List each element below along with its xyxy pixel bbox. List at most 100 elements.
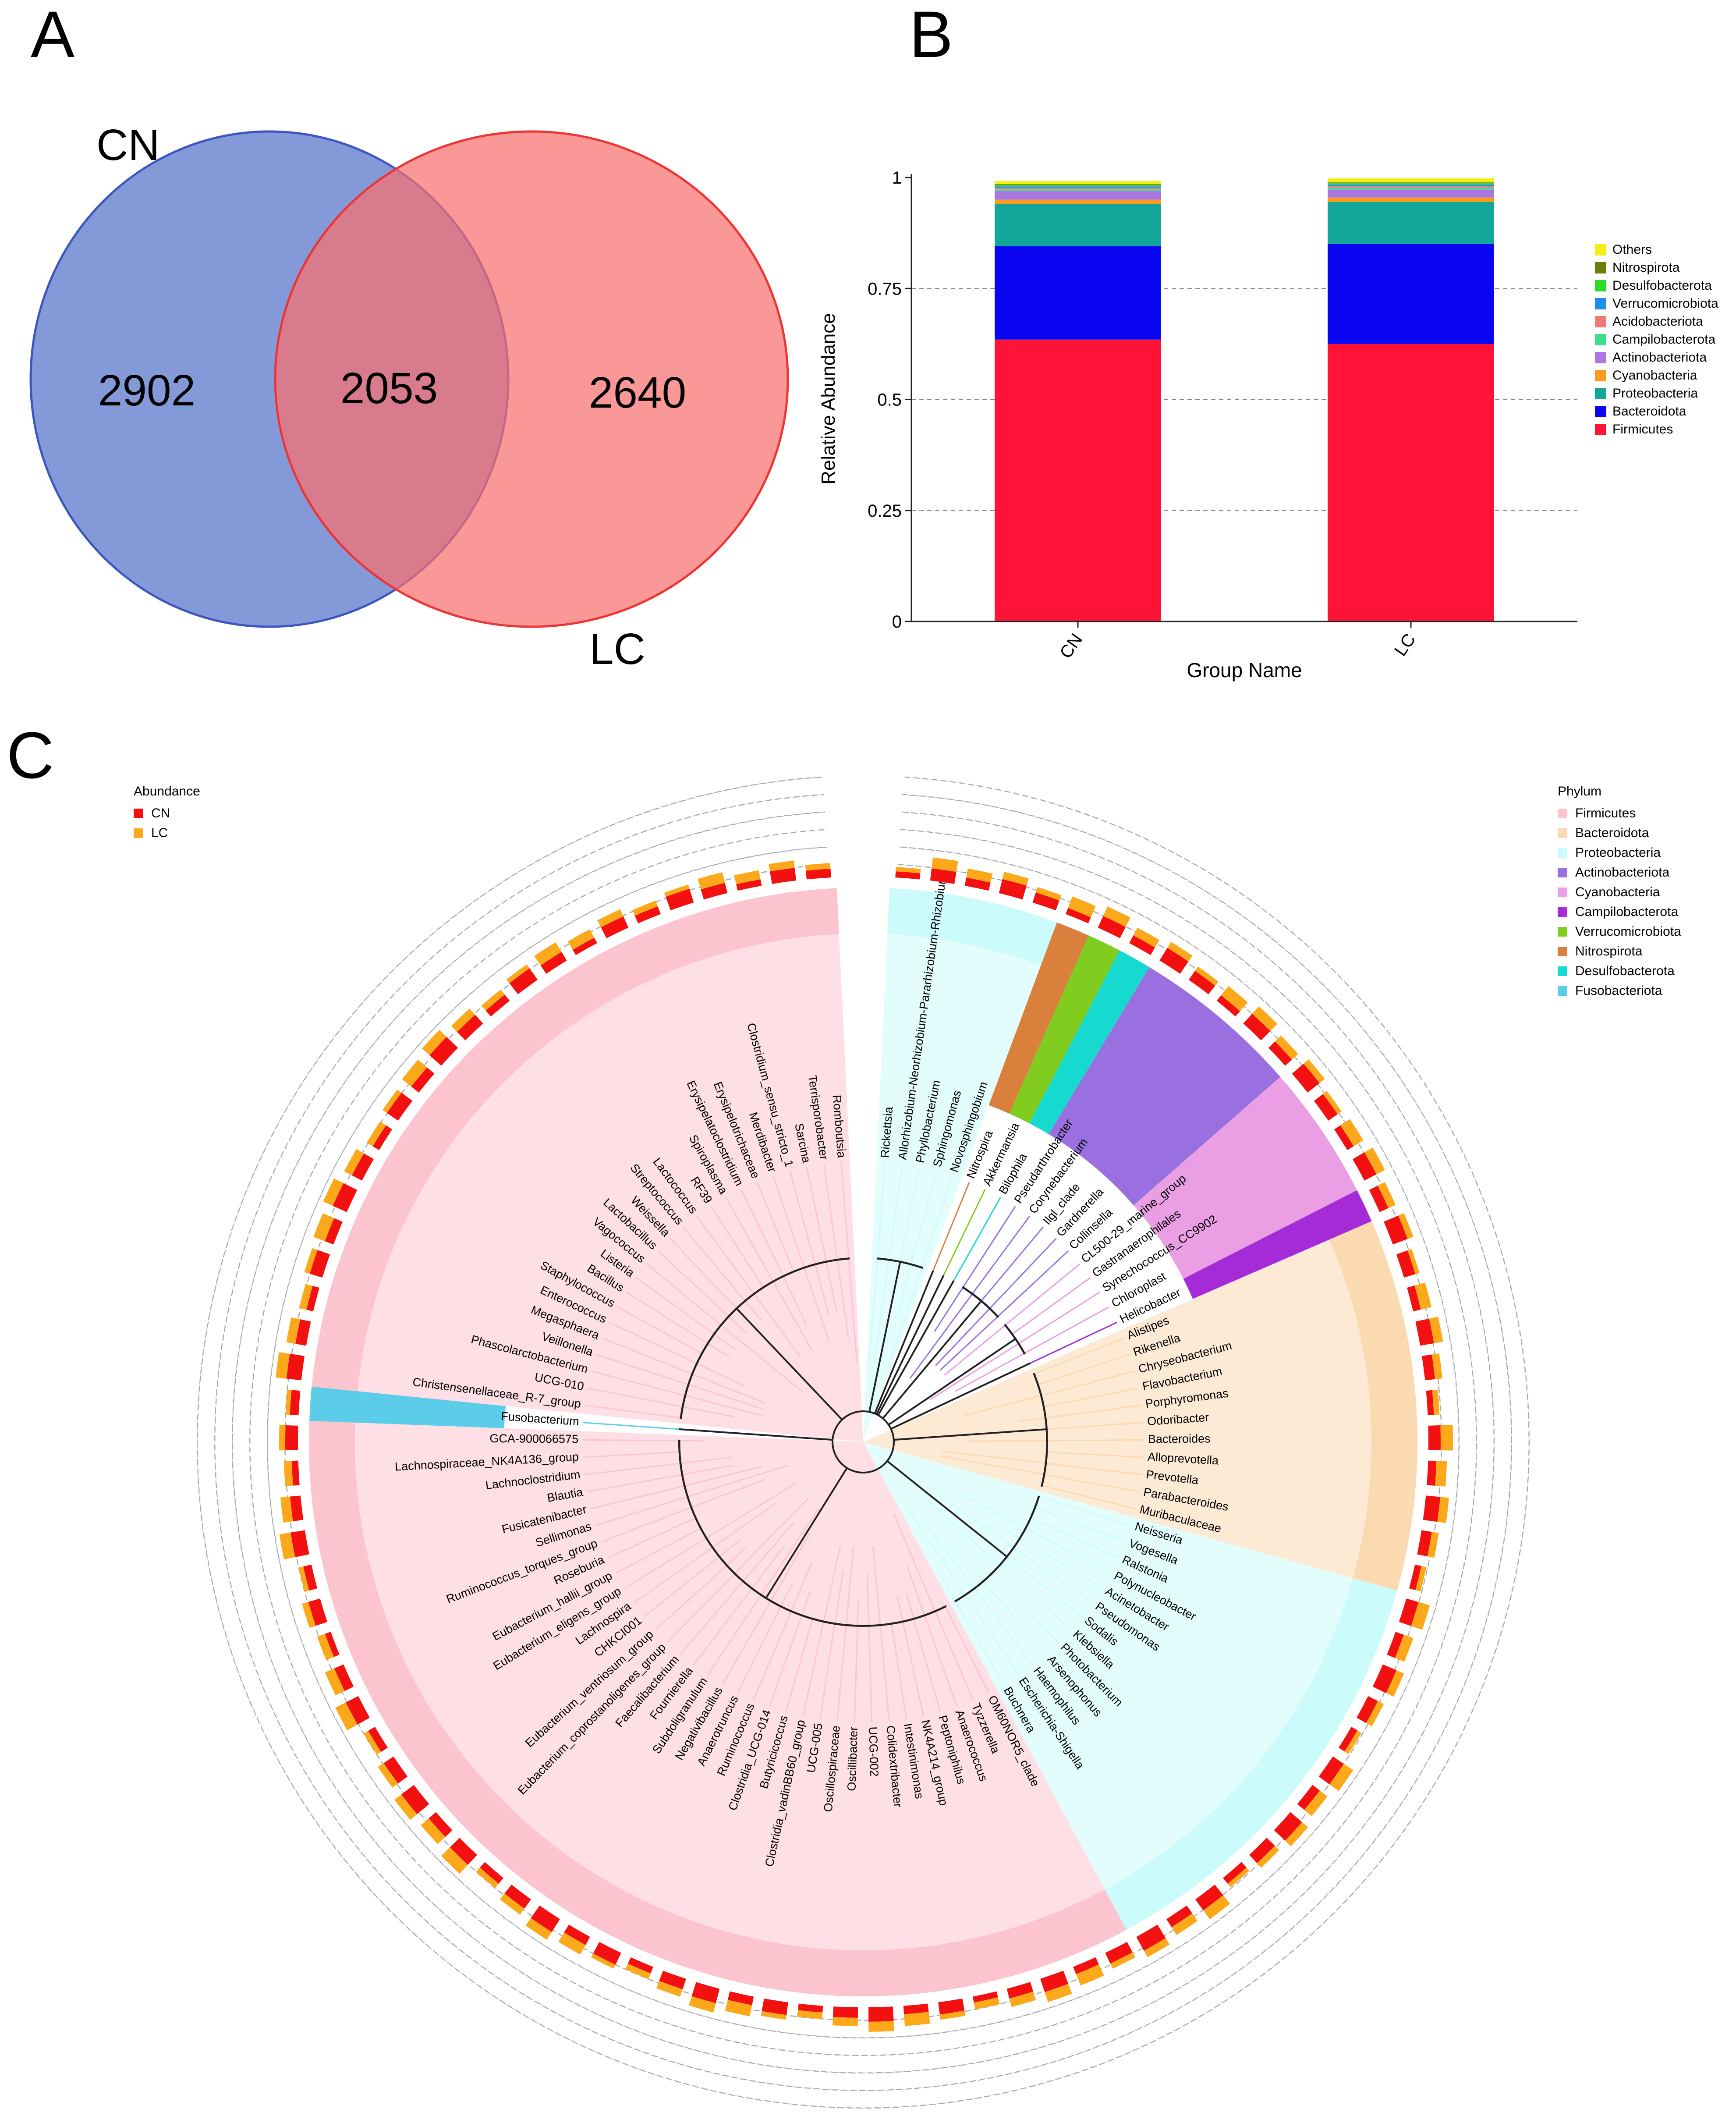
branch [944, 1263, 1081, 1376]
bar-segment-nitrospirota [995, 184, 1161, 185]
branch [707, 1507, 820, 1676]
abundance-lc [378, 1763, 398, 1788]
abundance-cn [797, 2003, 823, 2013]
abundance-lc [805, 863, 831, 871]
abundance-lc [1415, 1566, 1427, 1592]
abundance-cn [401, 1785, 429, 1814]
branch [643, 1540, 740, 1618]
branch [896, 1596, 924, 1716]
abundance-cn [1314, 1094, 1338, 1121]
branch [602, 1338, 766, 1404]
branch [1035, 1507, 1126, 1543]
abundance-lc [1364, 1147, 1385, 1175]
bar-segment-others [995, 181, 1161, 185]
branch [934, 1206, 1016, 1332]
phylum-swatch [1558, 966, 1567, 976]
branch [991, 1573, 1060, 1643]
clade-stem [765, 1467, 848, 1599]
phylum-swatch [1558, 848, 1567, 858]
abundance-lc [1411, 1602, 1430, 1630]
abundance-lc [383, 1089, 402, 1113]
abundance-lc [363, 1731, 381, 1755]
branch [949, 1502, 1093, 1604]
abundance-swatch [134, 828, 143, 838]
y-tick-label: 0 [892, 612, 902, 632]
abundance-cn [285, 1425, 298, 1451]
abundance-lc [285, 1389, 292, 1415]
clade-stem [890, 1363, 1030, 1430]
branch [823, 1164, 849, 1338]
y-tick-label: 0.25 [868, 501, 902, 521]
branch [891, 1623, 907, 1719]
abundance-cn [1415, 1318, 1434, 1346]
abundance-lc [402, 1059, 427, 1087]
abundance-cn [999, 879, 1027, 900]
branch [670, 1238, 737, 1309]
branch [769, 1590, 811, 1707]
branch [906, 1566, 958, 1707]
phylum-legend-label: Verrucomicrobiota [1575, 924, 1681, 939]
legend-swatch [1595, 388, 1606, 399]
x-tick-label: LC [1391, 630, 1419, 660]
bar-segment-verrucomicrobiota [1328, 185, 1494, 187]
abundance-lc [1398, 1213, 1414, 1239]
legend-swatch [1595, 334, 1606, 345]
sector-wash [309, 1420, 1127, 1996]
abundance-lc [335, 1702, 358, 1731]
bar-segment-verrucomicrobiota [995, 186, 1161, 188]
branch [819, 1572, 844, 1719]
taxon-label: Oscillibacter [845, 1726, 860, 1791]
abundance-cn [1073, 1957, 1099, 1974]
abundance-lc [1076, 1964, 1104, 1986]
abundance-lc [597, 909, 624, 927]
legend-label: Campilobacterota [1612, 332, 1715, 347]
abundance-legend-title: Abundance [134, 784, 200, 799]
abundance-lc [325, 1668, 345, 1696]
abundance-cn [411, 1067, 435, 1093]
bar-legend: Others Nitrospirota Desulfobacterota Verruc… [1595, 242, 1718, 437]
abundance-lc [1329, 1764, 1353, 1791]
tree-rings [197, 776, 1530, 2109]
branch [968, 1439, 1144, 1442]
clade-stem [888, 1338, 1016, 1426]
abundance-cn [1417, 1530, 1432, 1557]
abundance-lc [280, 1496, 293, 1523]
abundance-lc [1275, 1035, 1298, 1060]
abundance-lc [299, 1284, 313, 1310]
abundance-cn [762, 1998, 788, 2015]
branch [585, 1404, 681, 1419]
abundance-cn [457, 1015, 483, 1040]
abundance-lc [1304, 1790, 1328, 1816]
abundance-lc [1378, 1182, 1396, 1208]
branch [609, 1321, 745, 1387]
branch [693, 1546, 784, 1666]
branch [939, 1250, 1069, 1371]
branch [1042, 1485, 1136, 1509]
branch [626, 1291, 730, 1358]
sector-fusobacteriota [309, 1386, 506, 1428]
tree-root [832, 1410, 895, 1473]
abundance-legend: Abundance CN LC [134, 784, 200, 840]
bar-segment-campilobacterota [1328, 188, 1494, 190]
abundance-cn [964, 877, 991, 891]
abundance-cn [868, 2006, 894, 2022]
abundance-cn [540, 951, 567, 974]
bar-xlabel: Group Name [1187, 659, 1302, 682]
abundance-lc [1437, 1497, 1449, 1523]
branch [583, 1439, 706, 1441]
abundance-cn [736, 879, 762, 891]
phylum-legend-label: Actinobacteriota [1575, 865, 1669, 880]
branch [1047, 1451, 1144, 1458]
abundance-lc [769, 860, 795, 872]
clade-arc [680, 1257, 850, 1419]
phylum-swatch [1558, 986, 1567, 996]
abundance-lc [1407, 1249, 1420, 1275]
branch [868, 1162, 886, 1363]
branch [737, 1583, 794, 1693]
bar-axes [911, 174, 1577, 622]
ring [232, 811, 1495, 2074]
branch [941, 1450, 1142, 1475]
branch [872, 1546, 890, 1722]
abundance-cn [1223, 1862, 1247, 1884]
branch [906, 1593, 941, 1712]
